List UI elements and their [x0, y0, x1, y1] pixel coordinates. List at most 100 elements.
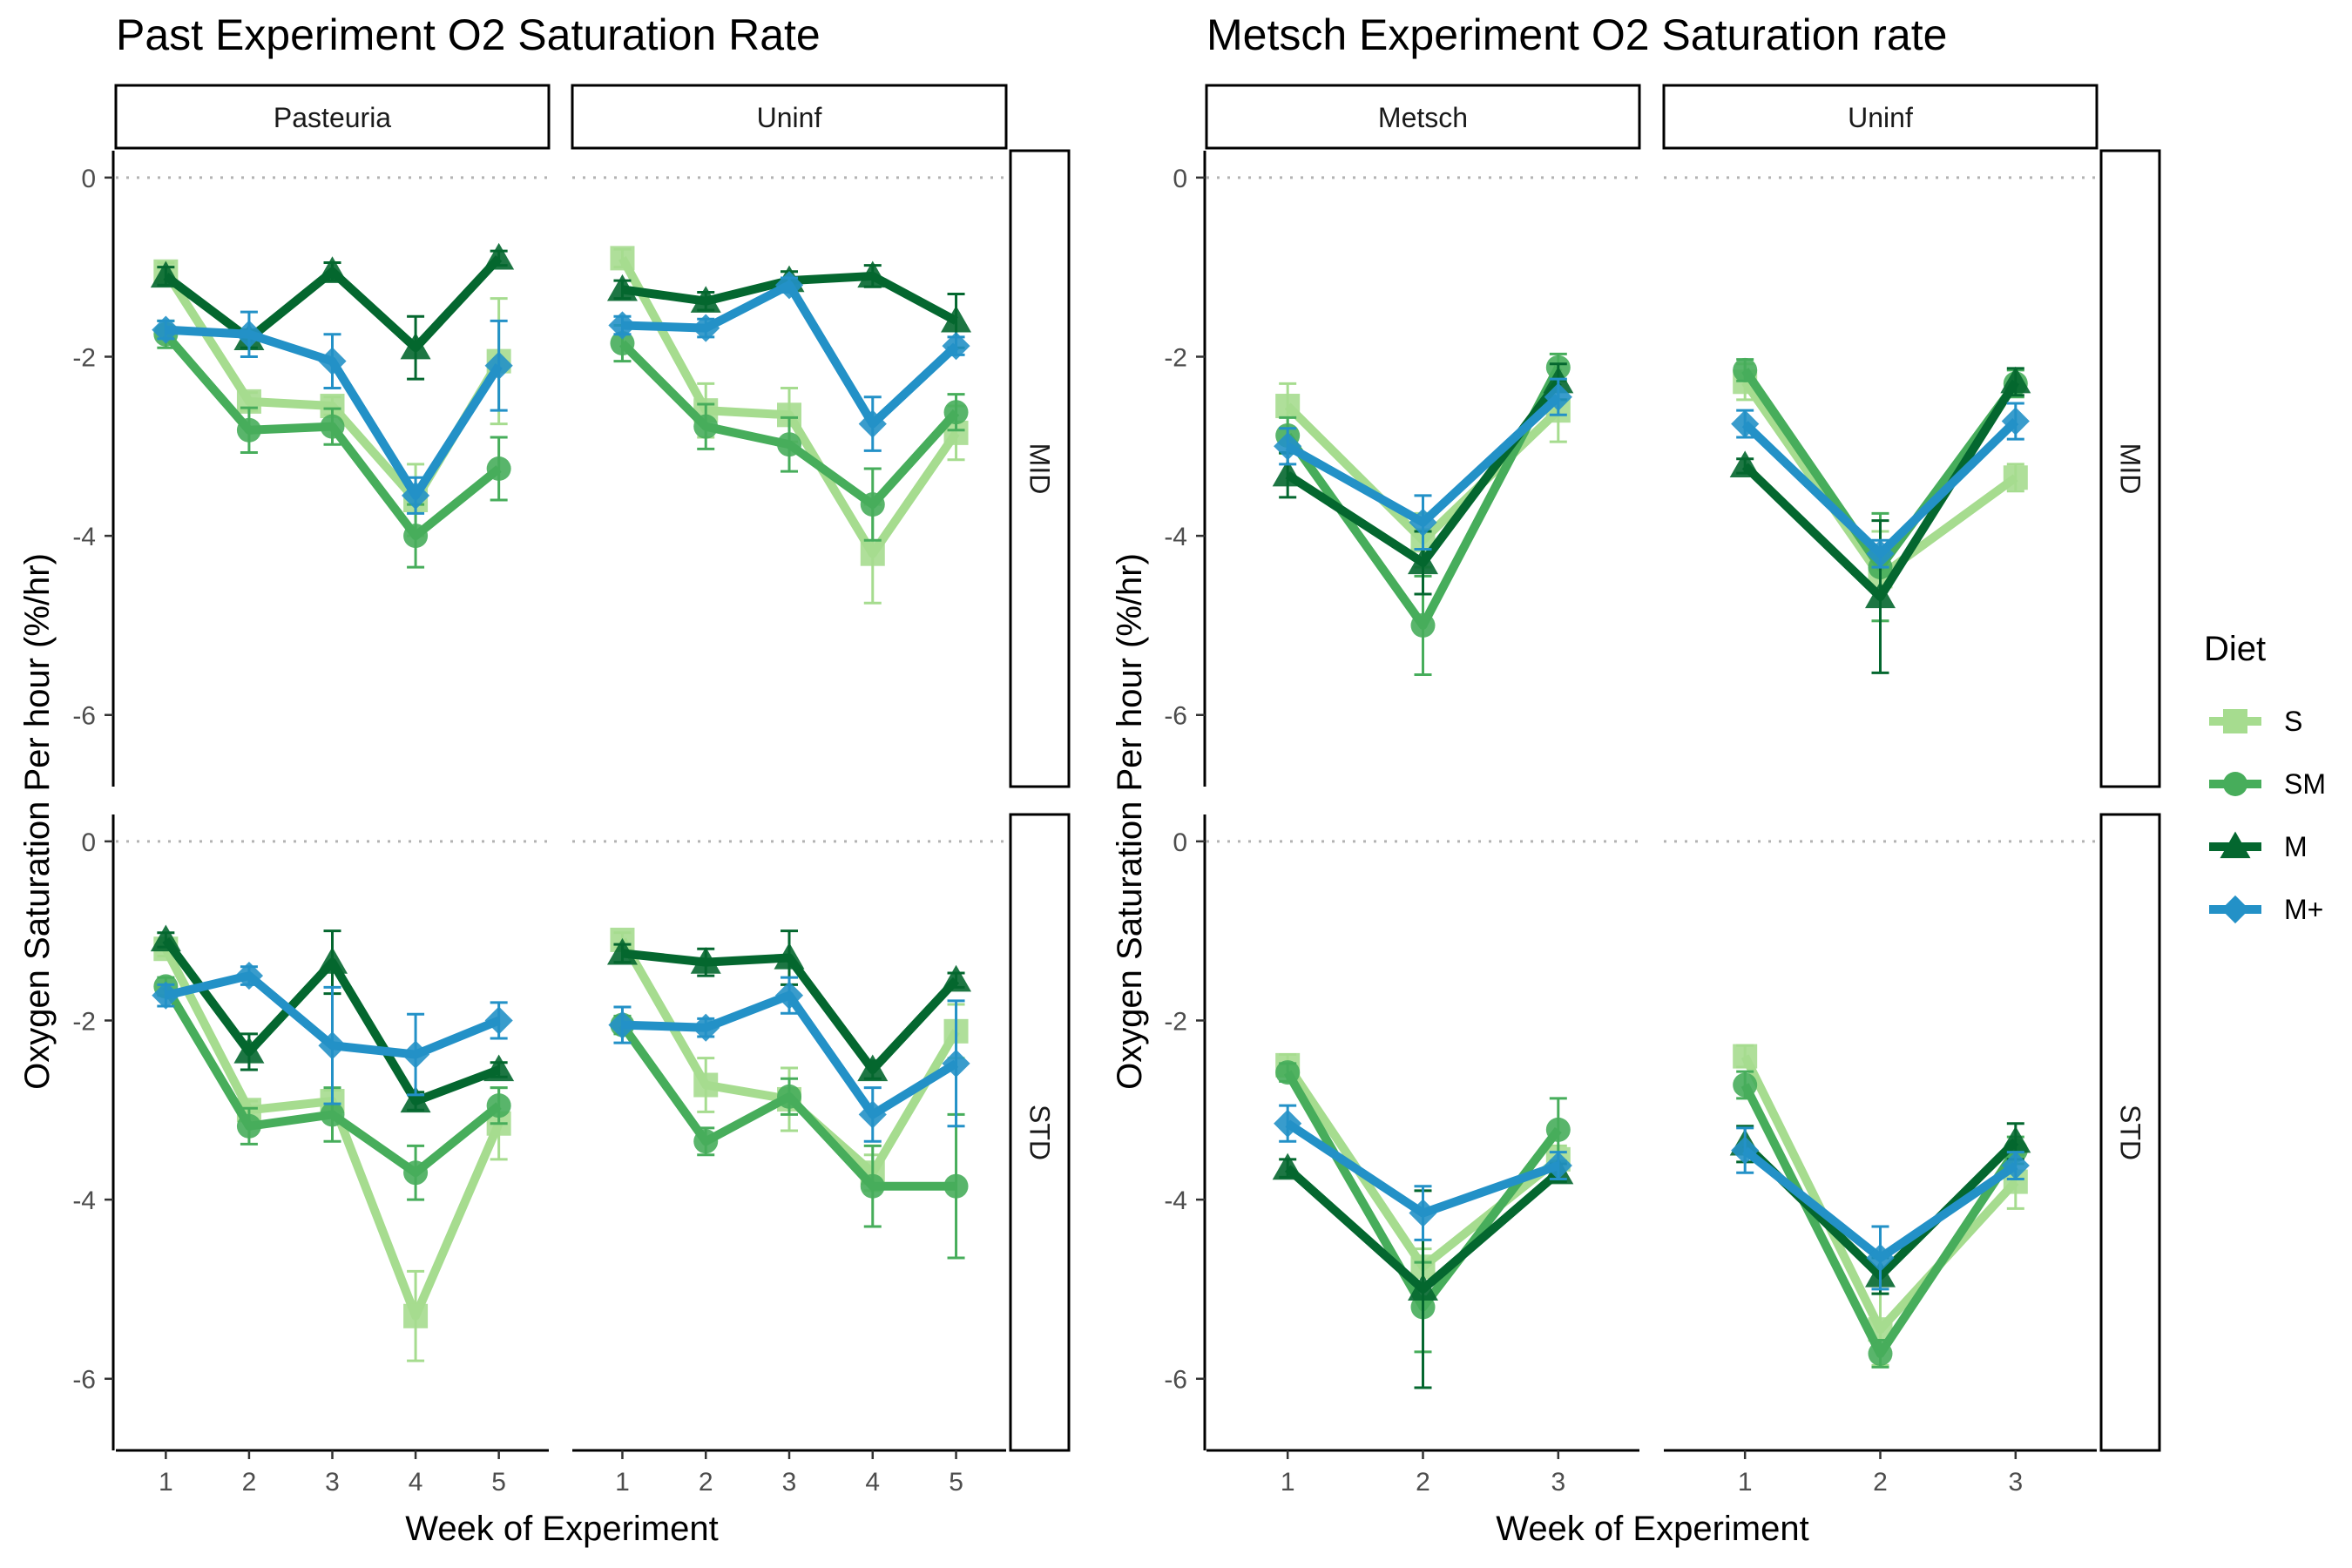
x-tick-label: 3	[2008, 1468, 2023, 1497]
legend-key-marker	[2223, 772, 2247, 796]
x-tick-label: 2	[699, 1468, 713, 1497]
facet-panel	[116, 176, 549, 569]
x-tick-label: 3	[782, 1468, 797, 1497]
x-axis-label: Week of Experiment	[1496, 1510, 1808, 1548]
facet-panel	[116, 840, 549, 1362]
data-point	[1733, 1044, 1758, 1069]
data-point	[943, 400, 969, 425]
data-point	[483, 242, 515, 270]
legend-key-marker	[2220, 895, 2250, 924]
data-point	[608, 311, 637, 340]
data-point	[858, 409, 887, 438]
y-axis-label: Oxygen Saturation Per hour (%/hr)	[18, 553, 57, 1090]
data-point	[1274, 432, 1302, 461]
data-point	[152, 981, 180, 1010]
data-point	[150, 260, 181, 288]
chart-title: Metsch Experiment O2 Saturation rate	[1206, 10, 1947, 59]
data-point	[610, 331, 635, 356]
data-point	[150, 924, 181, 952]
facet-strip-row	[1009, 813, 1071, 1452]
data-point	[941, 305, 972, 333]
data-point	[690, 286, 721, 313]
data-point	[1729, 450, 1761, 478]
legend-key-marker	[2220, 831, 2251, 859]
data-point	[690, 947, 721, 974]
data-point	[233, 1036, 265, 1064]
facet-strip-column	[1205, 84, 1641, 150]
facet-strip-label: MID	[1024, 443, 1056, 495]
legend: Diet S SM M M+	[2204, 630, 2326, 925]
data-point	[1733, 1072, 1758, 1098]
data-point	[403, 524, 429, 549]
data-point	[857, 260, 889, 288]
facet-strip-label: Pasteuria	[274, 102, 391, 133]
chart-past-experiment: Past Experiment O2 Saturation Rate Week …	[18, 10, 1071, 1548]
data-point	[403, 1160, 429, 1186]
legend-key-marker	[2223, 709, 2247, 733]
data-point	[1409, 508, 1437, 537]
facet-panel	[1206, 840, 1639, 1389]
legend-item-s: S	[2209, 706, 2302, 737]
x-tick-label: 2	[242, 1468, 257, 1497]
y-tick-label: 0	[81, 165, 96, 193]
facet-strip-row	[2099, 149, 2161, 788]
series-m	[606, 929, 972, 1082]
data-point	[692, 1013, 720, 1042]
data-point	[1731, 1136, 1760, 1165]
series-m-plus	[608, 976, 970, 1143]
x-tick-label: 3	[1551, 1468, 1565, 1497]
facet-strip-row	[1009, 149, 1071, 788]
data-point	[1272, 459, 1303, 487]
x-tick-label: 3	[325, 1468, 340, 1497]
facet-strip-label: STD	[1024, 1105, 1056, 1160]
data-point	[777, 1084, 801, 1109]
data-point	[320, 1102, 345, 1127]
legend-item-label: M	[2284, 831, 2308, 862]
data-point	[693, 1129, 719, 1154]
data-point	[234, 961, 264, 990]
facet-panel	[572, 176, 1006, 605]
data-point	[1733, 357, 1758, 382]
data-point	[2001, 1151, 2030, 1180]
x-tick-label: 5	[491, 1468, 506, 1497]
facet-panel	[572, 840, 1006, 1260]
data-point	[484, 351, 513, 380]
y-tick-label: -6	[1164, 702, 1187, 731]
y-tick-label: 0	[1173, 828, 1187, 857]
y-tick-label: -2	[72, 1007, 96, 1036]
y-axis-label: Oxygen Saturation Per hour (%/hr)	[1111, 553, 1149, 1090]
series-m-plus	[1731, 1126, 2030, 1291]
data-point	[318, 347, 347, 375]
data-point	[1544, 1151, 1572, 1180]
data-point	[486, 1093, 511, 1119]
legend-item-sm: SM	[2209, 768, 2326, 800]
y-tick-label: -6	[1164, 1366, 1187, 1395]
x-tick-label: 1	[1738, 1468, 1753, 1497]
legend-item-m-plus: M+	[2209, 894, 2323, 925]
series-sm	[153, 319, 511, 569]
data-point	[401, 1040, 430, 1069]
data-point	[774, 943, 805, 970]
data-point	[1731, 409, 1760, 438]
data-point	[606, 274, 638, 301]
data-point	[317, 947, 348, 974]
facet-strip-row	[2099, 813, 2161, 1452]
x-tick-label: 1	[1281, 1468, 1295, 1497]
facet-panel	[1206, 176, 1639, 676]
series-m-plus	[152, 310, 513, 515]
data-point	[2001, 407, 2030, 436]
data-point	[941, 964, 972, 992]
series-sm	[610, 1012, 969, 1260]
data-point	[1275, 1060, 1301, 1085]
data-point	[1274, 1109, 1302, 1138]
y-tick-label: 0	[81, 828, 96, 857]
data-point	[1272, 1152, 1303, 1180]
series-m-plus	[1274, 377, 1572, 551]
y-tick-label: 0	[1173, 165, 1187, 193]
data-point	[942, 1049, 970, 1078]
x-tick-label: 5	[949, 1468, 963, 1497]
data-point	[400, 332, 431, 360]
data-point	[1408, 547, 1438, 575]
data-point	[692, 314, 720, 342]
